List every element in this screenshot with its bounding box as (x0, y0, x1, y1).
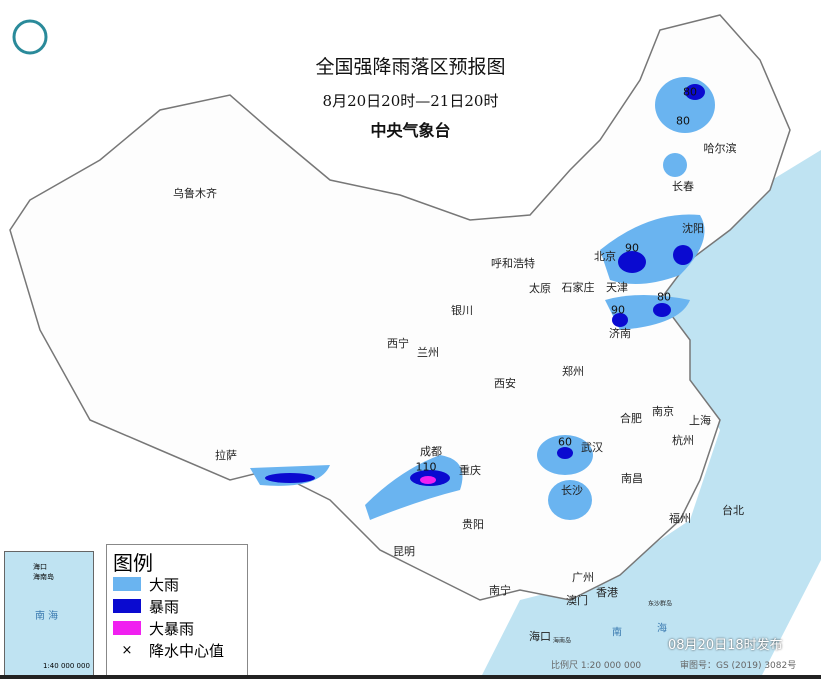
issuer: 中央气象台 (370, 121, 451, 140)
cma-logo (12, 19, 48, 55)
rain-center-value: 110 (415, 460, 437, 474)
city-label: 重庆 (459, 464, 481, 477)
city-label: 南昌 (621, 472, 643, 485)
city-label: 广州 (572, 571, 594, 584)
city-label: 杭州 (672, 434, 694, 447)
island-label: 海南岛 (552, 637, 572, 645)
city-label: 哈尔滨 (703, 142, 737, 155)
city-label: 乌鲁木齐 (173, 187, 217, 200)
rain-center-value: 60 (558, 435, 572, 449)
inset-city: 海口 (33, 563, 47, 571)
city-label: 银川 (451, 304, 473, 317)
city-label: 沈阳 (682, 222, 704, 235)
rainstorm-area-shandong (653, 303, 671, 317)
city-label: 长春 (672, 180, 694, 193)
rain-center-value: 80 (683, 85, 697, 99)
city-label: 福州 (669, 512, 691, 525)
inset-sea-label: 南 海 (35, 611, 59, 622)
city-label: 长沙 (561, 484, 583, 497)
city-label: 西宁 (387, 337, 409, 350)
city-label: 石家庄 (561, 281, 595, 294)
city-label: 成都 (420, 445, 442, 458)
sea-label: 海 (657, 623, 667, 635)
city-label: 拉萨 (215, 449, 237, 462)
rain-center-value: 80 (676, 114, 690, 128)
city-label: 澳门 (566, 594, 588, 607)
south-china-sea-inset: 海口 海南岛 南 海 1:40 000 000 (4, 551, 94, 677)
sea-area (480, 150, 821, 679)
legend-item-heavy-rainstorm: 大暴雨 (113, 617, 247, 639)
rain-area-hunan (548, 480, 592, 520)
city-label: 海口 (529, 630, 551, 643)
rainstorm-area-heilongjiang (685, 84, 705, 100)
legend-item-rainstorm: 暴雨 (113, 595, 247, 617)
legend: 图例 大雨 暴雨 大暴雨 × 降水中心值 (106, 544, 248, 678)
city-label: 武汉 (581, 441, 603, 454)
city-label: 昆明 (393, 545, 415, 558)
city-label: 北京 (594, 250, 616, 263)
rain-area-jilin (663, 153, 687, 177)
map-scale: 比例尺 1:20 000 000 (551, 661, 642, 671)
rainstorm-area-tibet (265, 473, 315, 483)
island-label: 东沙群岛 (647, 600, 673, 608)
inset-scale: 1:40 000 000 (43, 662, 90, 670)
forecast-period: 8月20日20时—21日20时 (322, 92, 499, 110)
rain-center-value: 90 (625, 241, 639, 255)
city-label: 郑州 (562, 365, 584, 378)
rain-center-value: 90 (611, 303, 625, 317)
legend-title: 图例 (113, 551, 153, 575)
rainstorm-area-hubei (557, 447, 573, 459)
map-title: 全国强降雨落区预报图 (315, 56, 506, 78)
rainstorm-area-beijing (618, 251, 646, 273)
city-label: 贵阳 (462, 518, 484, 531)
city-label: 呼和浩特 (491, 257, 535, 270)
city-label: 太原 (529, 282, 551, 295)
approval-number: 审图号：GS (2019) 3082号 (680, 661, 797, 671)
city-label: 南京 (652, 405, 674, 418)
sea-label: 南 (612, 627, 622, 639)
city-label: 南宁 (489, 584, 511, 597)
city-label: 兰州 (417, 346, 439, 359)
rainstorm-area-jinan (612, 313, 628, 327)
issue-time: 08月20日18时发布 (668, 638, 783, 653)
rain-center-value: 80 (657, 290, 671, 304)
city-label: 合肥 (620, 412, 642, 425)
city-label: 台北 (722, 504, 744, 517)
bottom-border (0, 675, 821, 679)
city-label: 西安 (494, 377, 516, 390)
city-label: 上海 (689, 414, 711, 427)
city-label: 天津 (606, 281, 628, 294)
city-label: 济南 (609, 327, 631, 340)
legend-item-heavy-rain: 大雨 (113, 573, 247, 595)
inset-island: 海南岛 (33, 573, 54, 581)
heavy-rainstorm-area-sichuan (420, 476, 436, 484)
legend-item-center-value: × 降水中心值 (121, 641, 225, 660)
city-label: 香港 (596, 586, 618, 599)
rainstorm-area-liaoning (673, 245, 693, 265)
